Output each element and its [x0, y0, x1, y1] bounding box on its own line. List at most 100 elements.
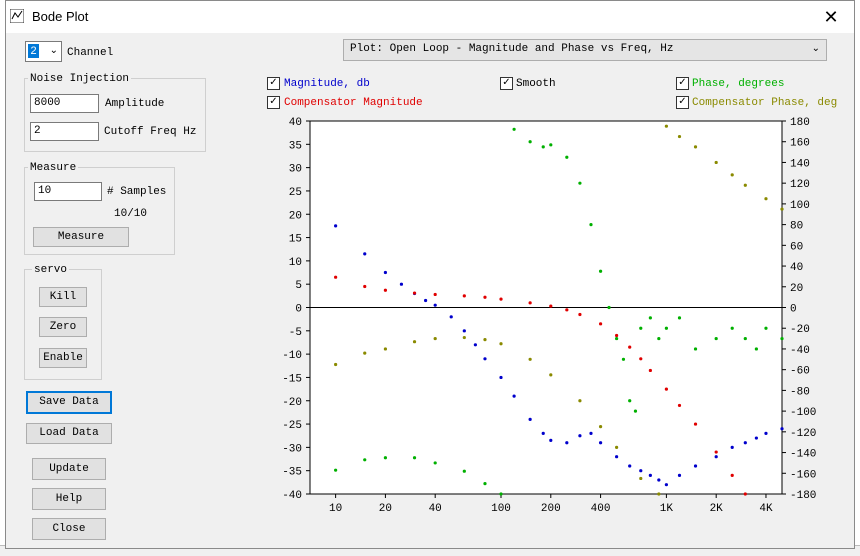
series-point-phase [549, 143, 553, 147]
update-button[interactable]: Update [32, 458, 106, 480]
series-point-comp-phase [383, 347, 388, 351]
servo-title: servo [32, 264, 70, 276]
measure-progress: 10/10 [114, 208, 148, 220]
series-point-comp-magnitude [714, 450, 718, 454]
y-left-tick-label: -20 [282, 397, 302, 409]
cutoff-freq-input[interactable]: 2 [30, 122, 99, 141]
app-icon [10, 9, 24, 23]
load-data-button[interactable]: Load Data [26, 423, 112, 444]
series-point-comp-phase [764, 197, 768, 201]
series-point-phase [483, 482, 487, 486]
series-point-comp-phase [730, 173, 734, 177]
smooth-label: Smooth [516, 78, 556, 90]
series-point-comp-magnitude [334, 275, 338, 279]
series-point-magnitude [399, 282, 404, 286]
series-point-magnitude [743, 441, 747, 445]
series-point-magnitude [334, 224, 338, 228]
series-point-magnitude [730, 445, 734, 449]
series-point-comp-magnitude [628, 345, 632, 349]
plot-type-select[interactable]: Plot: Open Loop - Magnitude and Phase vs… [343, 39, 827, 61]
samples-input[interactable]: 10 [34, 182, 102, 201]
series-point-comp-magnitude [412, 291, 417, 295]
y-right-tick-label: 120 [790, 179, 810, 191]
series-point-magnitude [615, 455, 619, 459]
series-point-magnitude [664, 483, 668, 487]
close-button[interactable]: Close [32, 518, 106, 540]
y-right-tick-label: -100 [790, 407, 816, 419]
series-point-phase [714, 336, 718, 341]
series-point-phase [607, 305, 611, 310]
comp-phase-checkbox[interactable]: ✓ [676, 96, 689, 109]
y-right-tick-label: -120 [790, 428, 816, 440]
series-point-phase [693, 347, 698, 351]
x-tick-label: 1K [660, 503, 674, 511]
series-point-magnitude [754, 436, 758, 440]
series-point-phase [657, 336, 661, 341]
zero-button[interactable]: Zero [39, 317, 87, 337]
series-point-phase [664, 326, 668, 330]
y-right-tick-label: -80 [790, 386, 810, 398]
y-left-tick-label: 20 [289, 210, 302, 222]
y-left-tick-label: -35 [282, 467, 302, 479]
magnitude-legend-label: Magnitude, db [284, 78, 370, 90]
comp-magnitude-legend-label: Compensator Magnitude [284, 97, 423, 109]
series-point-magnitude [589, 431, 593, 435]
measure-button[interactable]: Measure [33, 227, 129, 247]
series-point-magnitude [433, 303, 437, 307]
series-point-comp-phase [639, 476, 643, 481]
series-point-magnitude [565, 441, 569, 445]
series-point-magnitude [677, 473, 682, 477]
phase-legend-label: Phase, degrees [692, 78, 785, 90]
x-tick-label: 20 [379, 503, 392, 511]
series-point-magnitude [363, 252, 367, 256]
series-point-comp-magnitude [615, 333, 619, 338]
kill-button[interactable]: Kill [39, 287, 87, 307]
y-left-tick-label: 0 [295, 304, 302, 316]
channel-select[interactable]: 2 ⌄ [25, 41, 62, 62]
y-right-tick-label: 80 [790, 221, 803, 233]
series-point-comp-magnitude [565, 308, 569, 312]
phase-checkbox[interactable]: ✓ [676, 77, 689, 90]
series-point-phase [621, 357, 626, 361]
series-point-comp-magnitude [383, 288, 388, 292]
series-point-magnitude [541, 431, 545, 435]
y-left-tick-label: -40 [282, 490, 302, 502]
x-tick-label: 400 [591, 503, 611, 511]
save-data-button[interactable]: Save Data [26, 391, 112, 414]
series-point-phase [565, 155, 569, 159]
series-point-comp-magnitude [483, 295, 487, 299]
series-point-phase [780, 336, 784, 341]
channel-label: Channel [67, 47, 114, 59]
series-point-comp-magnitude [462, 294, 466, 298]
series-point-magnitude [483, 357, 487, 361]
enable-button[interactable]: Enable [39, 348, 87, 368]
series-point-comp-phase [549, 373, 553, 377]
y-left-tick-label: 40 [289, 117, 302, 129]
y-left-tick-label: 30 [289, 164, 302, 176]
chevron-down-icon: ⌄ [811, 44, 820, 55]
series-point-phase [578, 181, 582, 185]
series-point-phase [499, 492, 503, 496]
help-button[interactable]: Help [32, 488, 106, 510]
close-window-icon[interactable]: ✕ [823, 7, 839, 27]
title-bar[interactable]: Bode Plot ✕ [6, 1, 854, 33]
series-point-phase [598, 269, 603, 273]
series-point-comp-magnitude [549, 304, 553, 308]
series-point-phase [412, 456, 417, 460]
y-left-tick-label: -10 [282, 350, 302, 362]
comp-magnitude-checkbox[interactable]: ✓ [267, 96, 280, 109]
channel-select-value: 2 [28, 44, 39, 58]
series-point-comp-phase [462, 335, 466, 340]
series-point-phase [677, 316, 682, 320]
amplitude-input[interactable]: 8000 [30, 94, 99, 113]
y-right-tick-label: 20 [790, 283, 803, 295]
magnitude-checkbox[interactable]: ✓ [267, 77, 280, 90]
comp-phase-legend-label: Compensator Phase, deg [692, 97, 838, 109]
y-right-tick-label: 180 [790, 117, 810, 129]
series-point-phase [628, 399, 632, 403]
bode-chart: 40 35 30 25 20 15 10 5 0 -5 -10 -15 -20 -25 -30 -35 -40 1… [282, 117, 816, 511]
smooth-checkbox[interactable]: ✓ [500, 77, 513, 90]
y-left-tick-label: -15 [282, 373, 302, 385]
series-point-comp-magnitude [648, 368, 652, 373]
series-point-magnitude [512, 394, 516, 398]
